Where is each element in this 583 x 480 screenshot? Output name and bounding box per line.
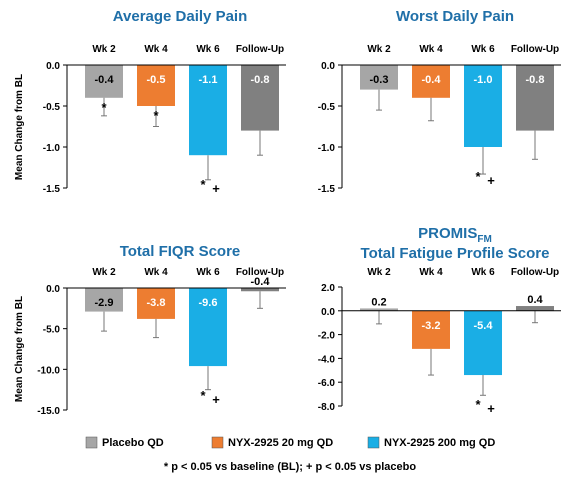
y-tick-label: -1.5 — [318, 184, 336, 195]
bar — [464, 310, 502, 376]
panel-title: Average Daily Pain — [113, 8, 248, 25]
bar — [137, 65, 175, 106]
significance-marker: * — [200, 388, 206, 403]
category-label: Wk 4 — [419, 267, 443, 278]
category-label: Follow-Up — [236, 44, 284, 55]
panel-total-fiqr-score: Total FIQR Score Mean Change from BL 0.0… — [14, 243, 286, 417]
significance-marker: * — [200, 177, 206, 192]
bar — [360, 308, 398, 311]
panel-average-daily-pain: Average Daily Pain Mean Change from BL 0… — [14, 8, 286, 196]
data-label: 0.2 — [371, 296, 386, 308]
panel-title-line2: Total Fatigue Profile Score — [361, 245, 550, 262]
significance-marker: * — [475, 397, 481, 412]
data-label: -2.9 — [95, 297, 114, 309]
y-tick-label: 0.0 — [321, 307, 335, 318]
significance-marker: + — [487, 401, 495, 416]
significance-marker: * — [475, 169, 481, 184]
data-label: -0.4 — [422, 74, 442, 86]
category-label: Follow-Up — [511, 267, 559, 278]
bar — [85, 288, 123, 312]
legend-label-nyx200: NYX-2925 200 mg QD — [384, 437, 495, 449]
category-label: Wk 2 — [367, 267, 391, 278]
footnote: * p < 0.05 vs baseline (BL); + p < 0.05 … — [164, 461, 416, 473]
y-tick-label: -0.5 — [318, 102, 336, 113]
category-label: Wk 2 — [92, 267, 116, 278]
bar — [516, 65, 554, 131]
y-tick-label: -15.0 — [37, 406, 60, 417]
y-tick-label: -8.0 — [318, 402, 336, 413]
panel-title: PROMISFM — [418, 225, 492, 245]
category-label: Wk 6 — [471, 267, 495, 278]
data-label: -3.2 — [422, 320, 441, 332]
data-label: -0.4 — [251, 276, 271, 288]
bar — [85, 65, 123, 98]
category-label: Wk 2 — [367, 44, 391, 55]
y-tick-label: -6.0 — [318, 378, 336, 389]
category-label: Wk 6 — [196, 267, 220, 278]
significance-marker: + — [212, 181, 220, 196]
y-tick-label: -0.5 — [43, 102, 61, 113]
panel-title: Worst Daily Pain — [396, 8, 514, 25]
bar — [464, 65, 502, 147]
data-label: -1.0 — [474, 74, 493, 86]
y-axis-label: Mean Change from BL — [14, 296, 25, 402]
data-label: -1.1 — [199, 74, 218, 86]
legend-swatch-placebo — [85, 436, 98, 449]
y-tick-label: -4.0 — [318, 354, 336, 365]
data-label: -0.4 — [95, 74, 115, 86]
bar — [189, 65, 227, 156]
category-label: Wk 2 — [92, 44, 116, 55]
significance-marker: * — [101, 100, 107, 115]
data-label: -0.8 — [526, 74, 545, 86]
y-tick-label: 0.0 — [46, 284, 60, 295]
data-label: -9.6 — [199, 297, 218, 309]
category-label: Wk 6 — [196, 44, 220, 55]
bar — [360, 65, 398, 90]
data-label: -3.8 — [147, 297, 166, 309]
y-tick-label: 2.0 — [321, 283, 335, 294]
bar — [241, 288, 279, 292]
bar — [412, 65, 450, 98]
category-label: Wk 4 — [144, 267, 168, 278]
bar — [516, 306, 554, 311]
legend-swatch-nyx200 — [367, 436, 380, 449]
category-label: Wk 6 — [471, 44, 495, 55]
panel-title-main: PROMIS — [418, 225, 477, 242]
y-tick-label: -1.0 — [318, 143, 336, 154]
y-tick-label: 0.0 — [321, 61, 335, 72]
panel-title: Total FIQR Score — [120, 243, 241, 260]
panel-worst-daily-pain: Worst Daily Pain 0.0 -0.5 -1.0 -1.5 Wk 2 -0.3… — [318, 8, 561, 195]
legend-label-nyx20: NYX-2925 20 mg QD — [228, 437, 333, 449]
legend: Placebo QD NYX-2925 20 mg QD NYX-2925 20… — [85, 436, 495, 473]
category-label: Wk 4 — [419, 44, 443, 55]
y-tick-label: -5.0 — [43, 325, 61, 336]
data-label: -0.3 — [370, 74, 389, 86]
category-label: Follow-Up — [511, 44, 559, 55]
legend-swatch-nyx20 — [211, 436, 224, 449]
data-label: 0.4 — [527, 294, 543, 306]
bar — [241, 65, 279, 131]
data-label: -0.5 — [147, 74, 166, 86]
y-tick-label: -1.5 — [43, 184, 61, 195]
panel-promis-fatigue: PROMISFM Total Fatigue Profile Score 2.0… — [318, 225, 561, 416]
panel-title-subscript: FM — [477, 234, 491, 245]
y-axis-label: Mean Change from BL — [14, 74, 25, 180]
data-label: -5.4 — [474, 320, 494, 332]
bar — [412, 310, 450, 349]
category-label: Wk 4 — [144, 44, 168, 55]
bar — [137, 288, 175, 319]
legend-label-placebo: Placebo QD — [102, 437, 164, 449]
category-label: Follow-Up — [236, 267, 284, 278]
y-tick-label: 0.0 — [46, 61, 60, 72]
significance-marker: * — [153, 108, 159, 123]
y-tick-label: -10.0 — [37, 365, 60, 376]
significance-marker: + — [487, 173, 495, 188]
data-label: -0.8 — [251, 74, 270, 86]
y-tick-label: -2.0 — [318, 331, 336, 342]
significance-marker: + — [212, 392, 220, 407]
bar — [189, 288, 227, 367]
y-tick-label: -1.0 — [43, 143, 61, 154]
